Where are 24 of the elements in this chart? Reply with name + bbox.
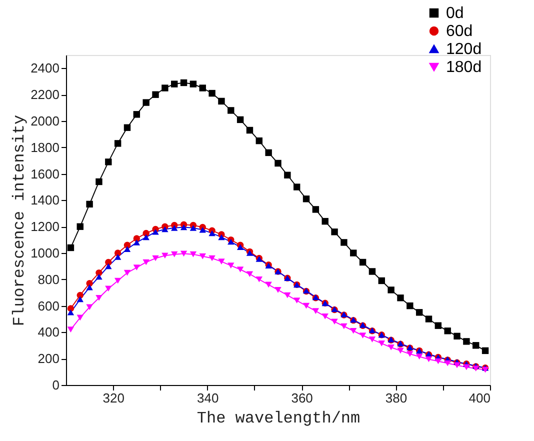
x-axis-title: The wavelength/nm <box>196 410 360 428</box>
y-tick-label: 1600 <box>30 166 60 182</box>
y-tick-label: 2200 <box>30 87 60 102</box>
legend-label: 180d <box>446 59 482 76</box>
y-tick-label: 200 <box>38 351 60 366</box>
y-tick-label: 600 <box>38 298 60 314</box>
legend-label: 120d <box>446 41 482 58</box>
y-tick-label: 1200 <box>30 219 60 234</box>
x-tick-label: 360 <box>291 390 313 406</box>
y-axis-title: Fluorescence intensity <box>10 114 29 326</box>
y-tick-label: 800 <box>38 272 60 287</box>
y-tick-label: 2400 <box>30 60 60 76</box>
y-tick-label: 400 <box>38 324 60 340</box>
legend-label: 60d <box>446 23 473 40</box>
y-tick-label: 2000 <box>30 114 60 128</box>
y-tick-label: 0 <box>52 378 60 392</box>
y-tick-label: 1000 <box>30 246 60 260</box>
y-tick-label: 1400 <box>30 192 60 208</box>
legend-label: 0d <box>446 5 464 22</box>
x-tick-label: 340 <box>196 390 219 406</box>
x-tick-label: 400 <box>468 390 490 406</box>
x-tick-label: 320 <box>102 390 124 406</box>
x-tick-label: 380 <box>385 390 408 406</box>
y-tick-label: 1800 <box>30 140 60 155</box>
